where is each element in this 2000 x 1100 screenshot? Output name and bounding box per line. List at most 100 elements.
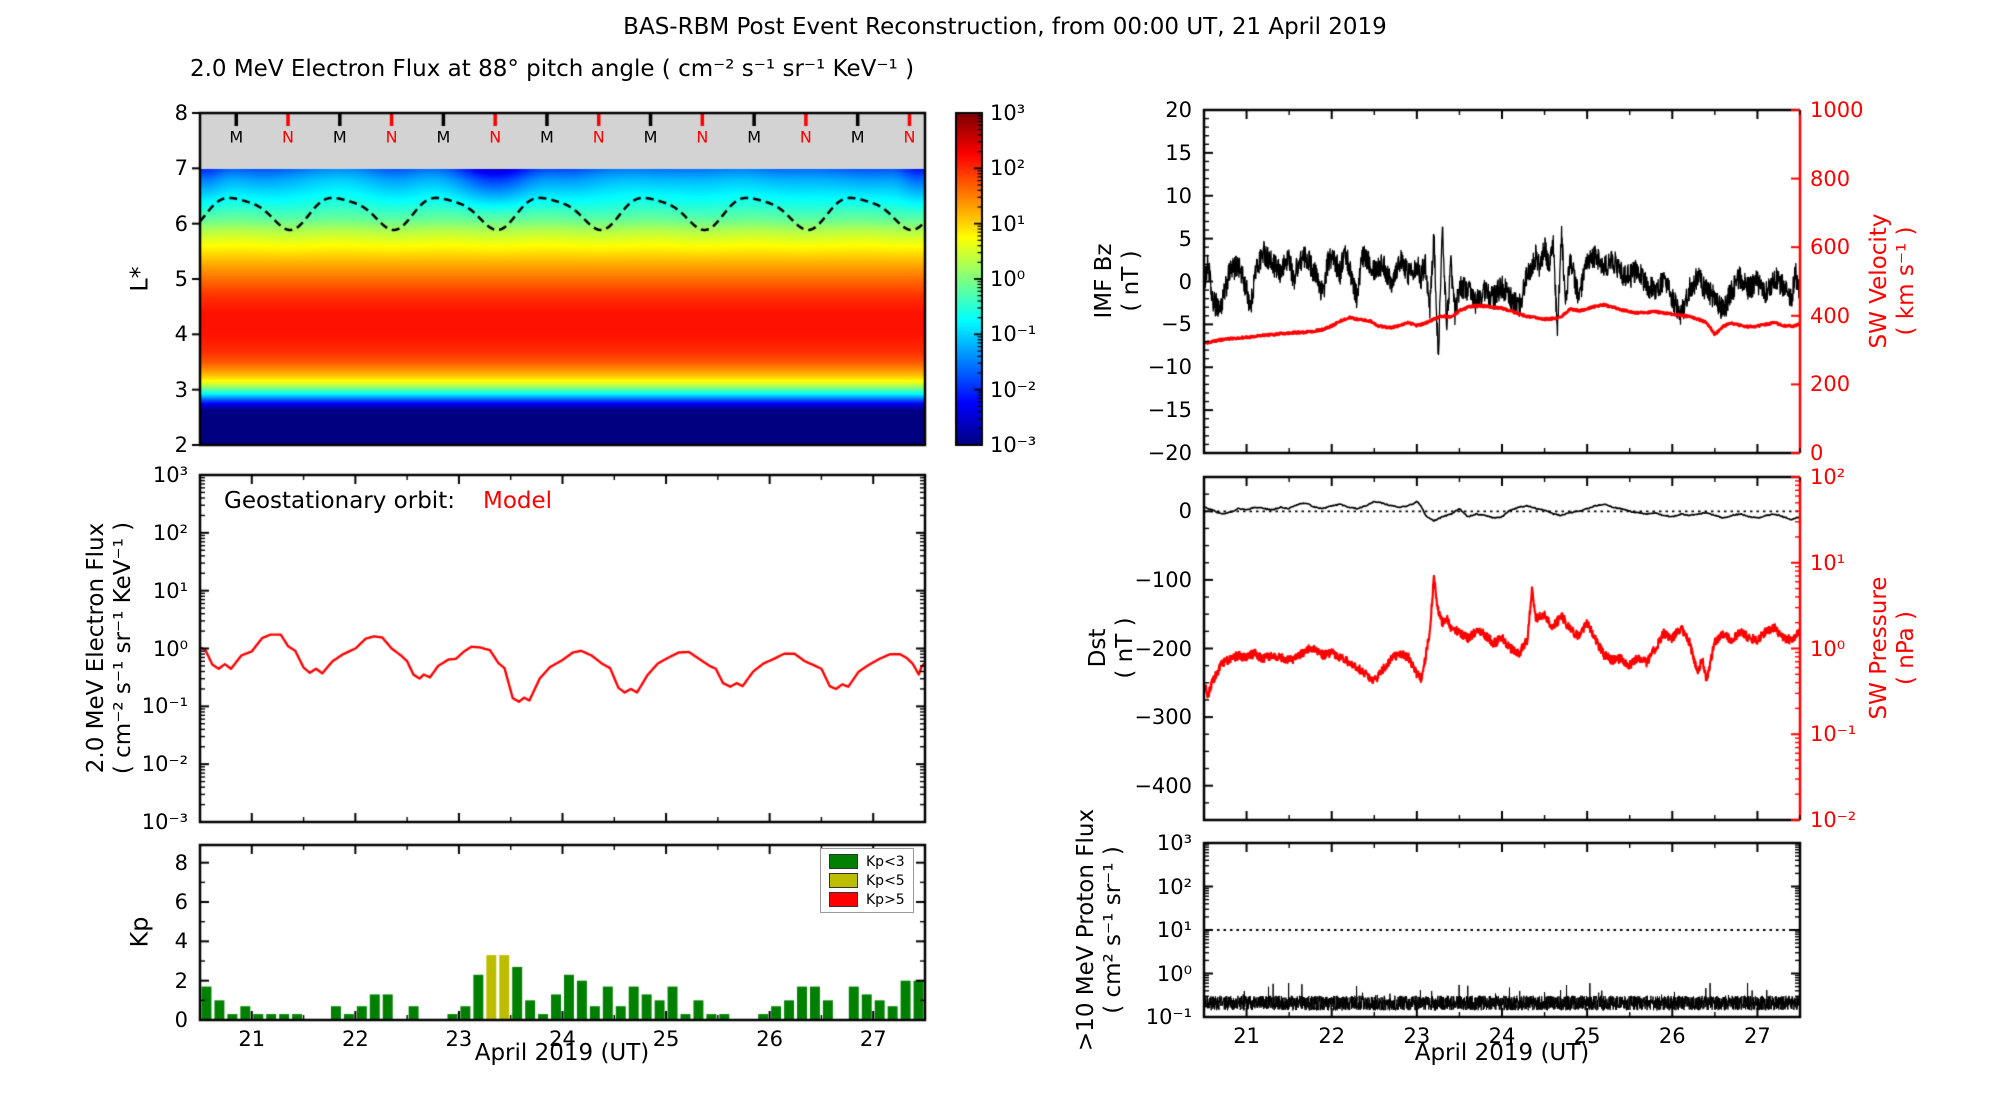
proton-xtick: 25	[1573, 1024, 1601, 1048]
kp-ytick: 2	[174, 968, 188, 993]
kp-xtick: 23	[445, 1027, 473, 1051]
geo-orbit-annotation-prefix: Geostationary orbit:	[224, 488, 455, 514]
sw-velocity-ylabel-line2: ( km s⁻¹ )	[1893, 226, 1919, 336]
satellite-marker-n: N	[489, 127, 502, 147]
colorbar-tick: 10¹	[990, 211, 1026, 236]
sw-pressure-ylabel-line1: SW Pressure	[1866, 576, 1892, 720]
satellite-marker-m: M	[229, 127, 244, 147]
heatmap-ytick: 6	[174, 211, 188, 236]
satellite-marker-m: M	[747, 127, 761, 147]
dst-sw-pressure-plot-area	[1204, 477, 1800, 820]
colorbar-tick: 10⁻²	[990, 377, 1037, 402]
imf-bz-ytick: −20	[1147, 441, 1192, 465]
sw-pressure-ytick: 10¹	[1810, 550, 1846, 575]
satellite-marker-n: N	[385, 127, 398, 147]
proton-ytick: 10⁰	[1156, 961, 1192, 986]
sw-pressure-ylabel: SW Pressure ( nPa )	[1866, 577, 1920, 720]
proton-ytick: 10³	[1156, 831, 1192, 855]
sw-velocity-ytick: 600	[1810, 235, 1851, 260]
dst-ylabel: Dst ( nT )	[1085, 617, 1139, 678]
sw-velocity-ytick: 1000	[1810, 98, 1864, 122]
dst-ytick: −300	[1134, 705, 1192, 730]
imf-bz-ytick: −10	[1147, 355, 1192, 380]
sw-velocity-ytick: 0	[1810, 441, 1824, 465]
kp-xtick: 21	[238, 1027, 266, 1051]
dst-ytick: 0	[1178, 499, 1192, 524]
sw-pressure-ytick: 10⁰	[1810, 636, 1846, 661]
figure-title: BAS-RBM Post Event Reconstruction, from …	[623, 14, 1387, 40]
kp-ytick: 4	[174, 929, 188, 954]
kp-xlabel: April 2019 (UT)	[474, 1040, 650, 1066]
sw-velocity-ytick: 400	[1810, 303, 1851, 328]
sw-velocity-ylabel-line1: SW Velocity	[1866, 213, 1892, 349]
proton-flux-ylabel-line1: >10 MeV Proton Flux	[1073, 808, 1099, 1052]
colorbar-tick: 10²	[990, 156, 1026, 181]
kp-ytick: 8	[174, 850, 188, 875]
dst-ytick: −200	[1134, 636, 1192, 661]
sw-velocity-ytick: 800	[1810, 166, 1851, 191]
kp-ylabel: Kp	[125, 916, 154, 948]
kp-legend-swatch	[829, 892, 858, 907]
heatmap-ytick: 2	[174, 433, 188, 457]
colorbar-tick: 10³	[990, 101, 1026, 125]
kp-legend-label: Kp<5	[866, 872, 905, 889]
sw-pressure-ytick: 10²	[1810, 465, 1846, 489]
kp-xtick: 24	[549, 1027, 576, 1051]
dst-ylabel-line1: Dst	[1085, 628, 1111, 668]
sw-pressure-ylabel-line2: ( nPa )	[1893, 610, 1919, 686]
proton-ytick: 10²	[1156, 874, 1192, 899]
proton-xtick: 24	[1488, 1024, 1516, 1048]
kp-xtick: 25	[652, 1027, 680, 1051]
imf-bz-ytick: 0	[1178, 269, 1192, 294]
electron-flux-heatmap-plot-area	[200, 113, 925, 445]
geo-flux-ytick: 10⁻²	[141, 752, 188, 777]
kp-ytick: 6	[174, 890, 188, 915]
satellite-marker-m: M	[643, 127, 658, 147]
heatmap-ytick: 7	[174, 156, 188, 181]
imf-bz-sw-velocity-plot-area	[1204, 110, 1800, 453]
colorbar-tick: 10⁰	[990, 267, 1026, 291]
satellite-marker-m: M	[850, 127, 865, 147]
sw-velocity-ytick: 200	[1810, 372, 1851, 397]
geo-flux-ytick: 10³	[152, 463, 188, 487]
satellite-marker-n: N	[696, 127, 709, 147]
dst-ytick: −100	[1134, 567, 1192, 592]
heatmap-ytick: 5	[174, 267, 188, 291]
proton-xtick: 21	[1233, 1024, 1260, 1048]
satellite-marker-n: N	[903, 127, 916, 147]
geo-orbit-annotation-model: Model	[482, 488, 553, 514]
kp-legend-label: Kp<3	[866, 853, 905, 870]
heatmap-ylabel: L*	[125, 266, 154, 292]
imf-bz-ytick: −15	[1147, 398, 1192, 423]
kp-legend: Kp<3 Kp<5 Kp>5	[820, 848, 914, 913]
imf-bz-ylabel-line1: IMF Bz	[1091, 243, 1117, 319]
imf-bz-ytick: 5	[1178, 226, 1192, 251]
proton-xtick: 26	[1658, 1024, 1686, 1048]
geo-flux-ylabel-line2: ( cm⁻² s⁻¹ sr⁻¹ KeV⁻¹ )	[110, 521, 136, 775]
kp-xtick: 26	[756, 1027, 784, 1051]
geo-flux-ylabel-line1: 2.0 MeV Electron Flux	[83, 522, 109, 774]
proton-xtick: 23	[1403, 1024, 1431, 1048]
kp-legend-swatch	[829, 854, 858, 869]
proton-xtick: 22	[1318, 1024, 1346, 1048]
imf-bz-ytick: −5	[1161, 312, 1192, 337]
satellite-marker-m: M	[540, 127, 554, 147]
kp-legend-row: Kp<5	[829, 873, 905, 888]
sw-pressure-ytick: 10⁻¹	[1810, 722, 1857, 747]
heatmap-title: 2.0 MeV Electron Flux at 88° pitch angle…	[189, 56, 915, 82]
heatmap-ytick: 3	[174, 377, 188, 402]
heatmap-ytick: 8	[174, 101, 188, 125]
sw-pressure-ytick: 10⁻²	[1810, 808, 1857, 832]
proton-flux-ylabel: >10 MeV Proton Flux ( cm² s⁻¹ sr⁻¹ )	[1073, 809, 1127, 1051]
imf-bz-ylabel-line2: ( nT )	[1118, 250, 1144, 312]
kp-index-plot-area	[200, 845, 925, 1020]
colorbar-tick: 10⁻³	[990, 433, 1037, 457]
kp-xtick: 22	[341, 1027, 369, 1051]
proton-flux-plot-area	[1204, 843, 1800, 1017]
proton-flux-ylabel-line2: ( cm² s⁻¹ sr⁻¹ )	[1100, 846, 1126, 1014]
geo-flux-ylabel: 2.0 MeV Electron Flux ( cm⁻² s⁻¹ sr⁻¹ Ke…	[83, 522, 137, 774]
proton-xlabel: April 2019 (UT)	[1414, 1040, 1590, 1066]
kp-legend-row: Kp>5	[829, 892, 905, 907]
